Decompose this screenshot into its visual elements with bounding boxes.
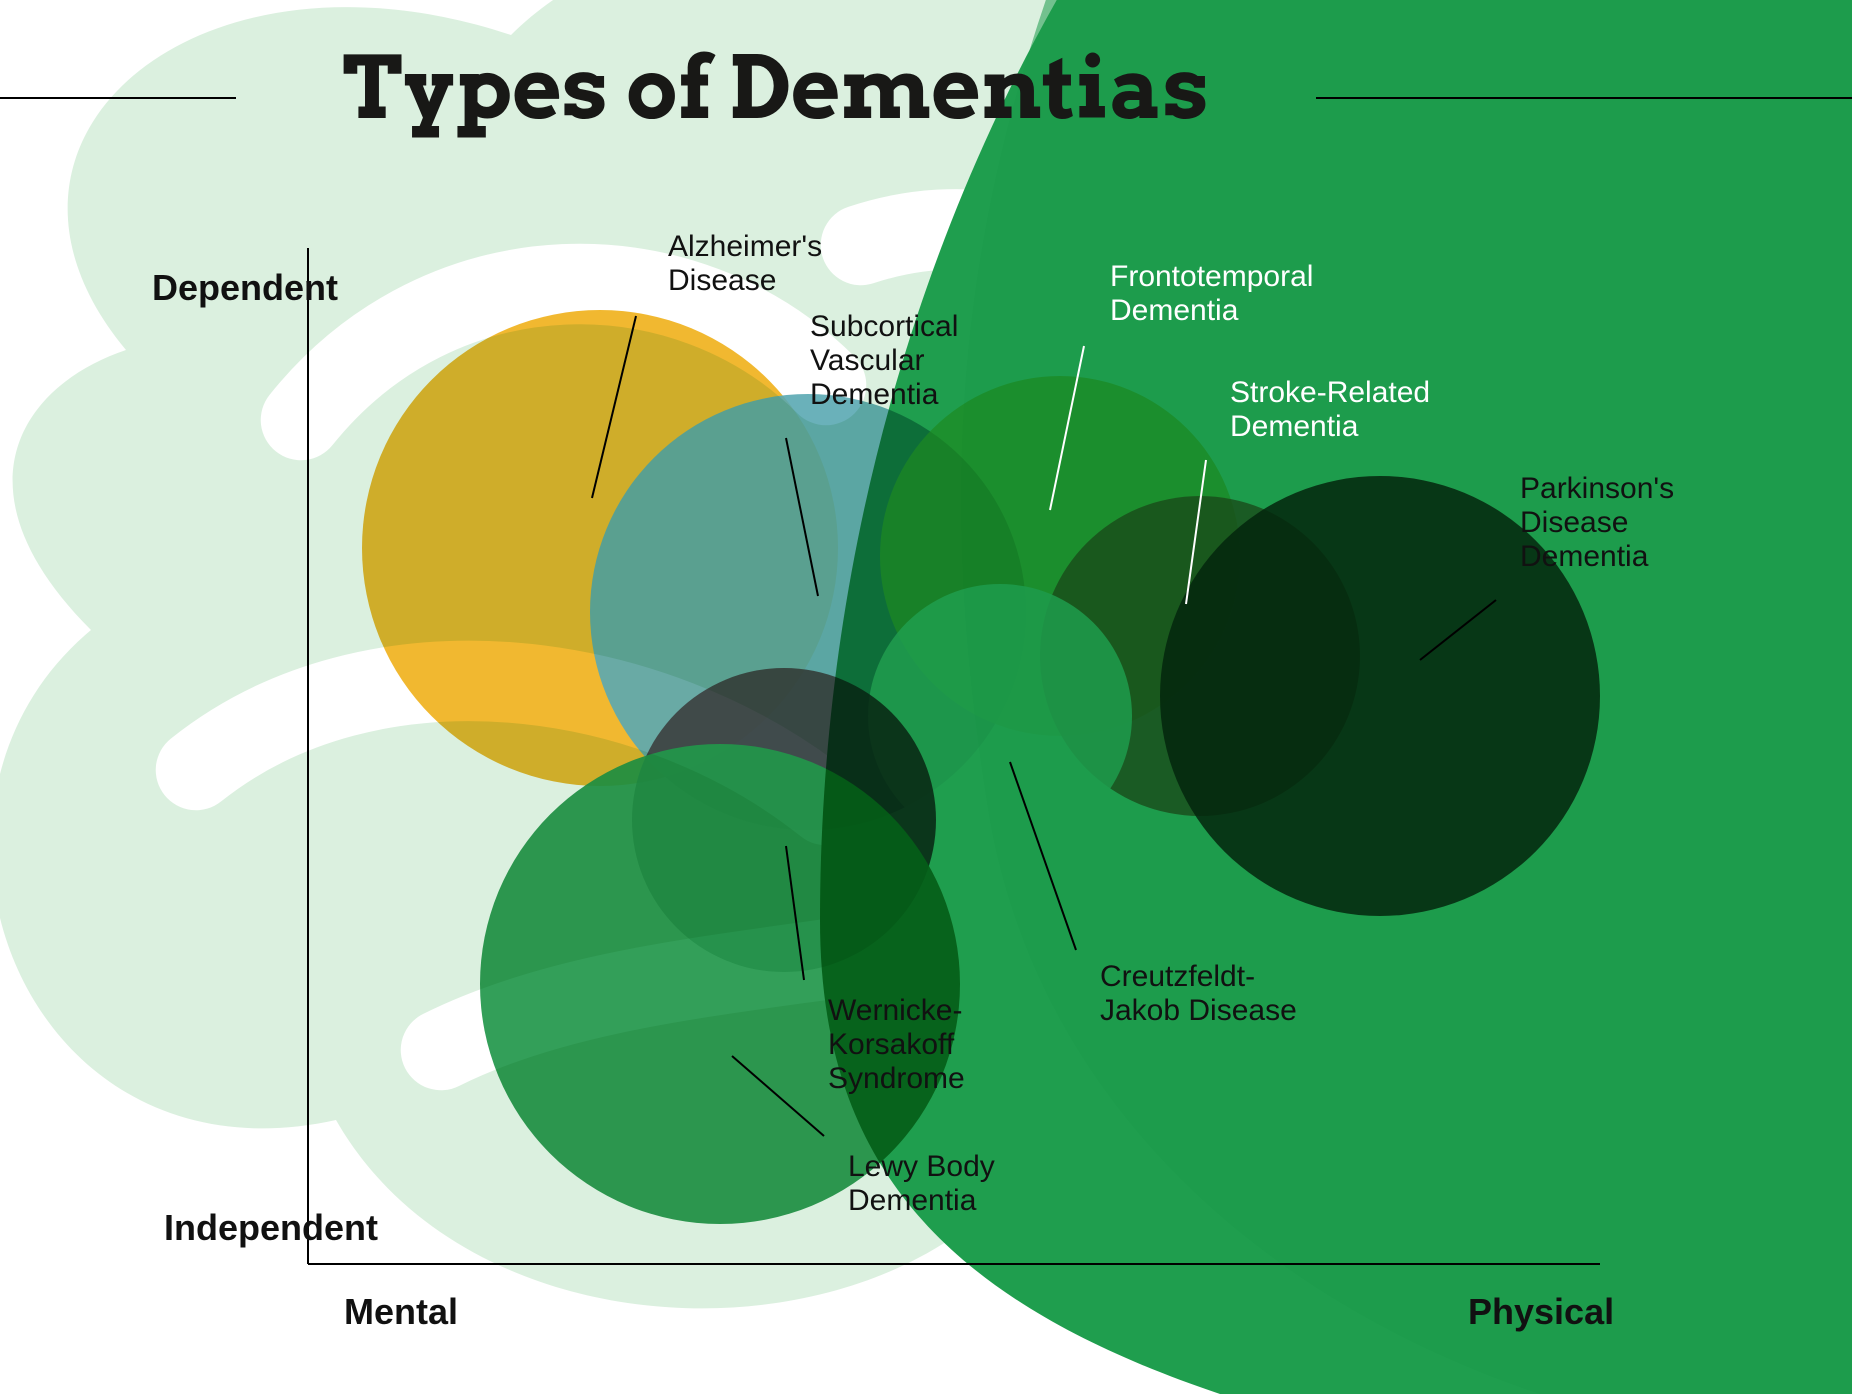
- label-alzheimers-line-0: Alzheimer's: [668, 230, 822, 263]
- label-subcortical-line-1: Vascular: [810, 344, 925, 377]
- axis-label-dependent: Dependent: [152, 267, 338, 308]
- label-frontotemporal-line-1: Dementia: [1110, 294, 1239, 327]
- diagram-svg: Types of Dementias Dependent Independent Me…: [0, 0, 1852, 1394]
- label-parkinsons-line-1: Disease: [1520, 506, 1628, 539]
- label-lewy-line-0: Lewy Body: [848, 1150, 995, 1183]
- label-wernicke-line-2: Syndrome: [828, 1062, 965, 1095]
- page-title: Types of Dementias: [343, 36, 1210, 140]
- label-creutzfeldt-line-0: Creutzfeldt-: [1100, 960, 1255, 993]
- label-frontotemporal-line-0: Frontotemporal: [1110, 260, 1313, 293]
- label-stroke-line-0: Stroke-Related: [1230, 376, 1430, 409]
- label-stroke-line-1: Dementia: [1230, 410, 1359, 443]
- label-parkinsons-line-2: Dementia: [1520, 540, 1649, 573]
- label-lewy-line-1: Dementia: [848, 1184, 977, 1217]
- label-creutzfeldt-line-1: Jakob Disease: [1100, 994, 1297, 1027]
- label-parkinsons-line-0: Parkinson's: [1520, 472, 1674, 505]
- label-lewy: Lewy BodyDementia: [848, 1150, 995, 1217]
- label-wernicke-line-0: Wernicke-: [828, 994, 962, 1027]
- label-wernicke-line-1: Korsakoff: [828, 1028, 955, 1061]
- label-alzheimers-line-1: Disease: [668, 264, 776, 297]
- axis-label-physical: Physical: [1468, 1291, 1614, 1332]
- label-subcortical-line-2: Dementia: [810, 378, 939, 411]
- label-wernicke: Wernicke-KorsakoffSyndrome: [828, 994, 965, 1095]
- axis-label-independent: Independent: [164, 1207, 378, 1248]
- label-subcortical-line-0: Subcortical: [810, 310, 958, 343]
- infographic-stage: Types of Dementias Dependent Independent Me…: [0, 0, 1852, 1394]
- axis-label-mental: Mental: [344, 1291, 458, 1332]
